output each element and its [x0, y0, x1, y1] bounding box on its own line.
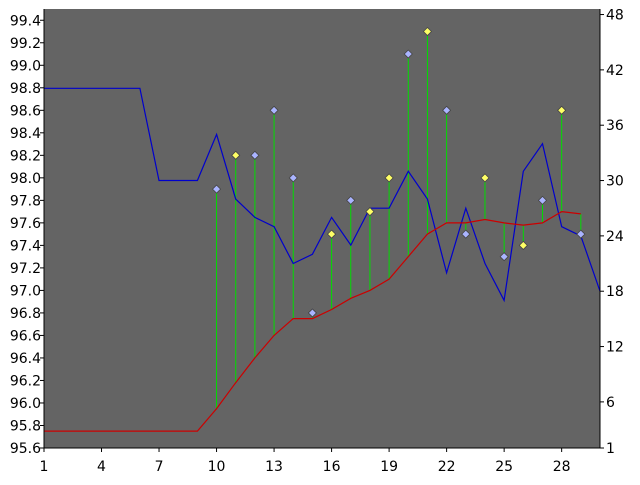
left-tick-label: 98.4 — [10, 126, 41, 142]
left-tick-label: 97.4 — [10, 238, 41, 254]
left-tick-label: 97.8 — [10, 193, 41, 209]
left-tick-label: 96.0 — [10, 396, 41, 412]
data-point — [499, 252, 509, 262]
axes: 95.6 95.8 96.0 96.2 96.4 96.6 96.8 97.0 97.2 97.4… — [10, 8, 624, 475]
left-tick-label: 95.6 — [10, 441, 41, 457]
left-tick-label: 97.2 — [10, 261, 41, 277]
right-tick-label: 36 — [606, 118, 624, 134]
x-tick-label: 4 — [97, 459, 106, 475]
left-tick-label: 96.2 — [10, 373, 41, 389]
left-tick-label: 98.8 — [10, 81, 41, 97]
series-line-blue — [44, 87, 601, 303]
data-point — [384, 173, 394, 183]
markers — [211, 26, 586, 318]
x-tick-label: 13 — [265, 459, 283, 475]
right-tick-label: 6 — [606, 395, 615, 411]
x-tick-label: 16 — [323, 459, 341, 475]
left-tick-label: 99.4 — [10, 13, 41, 29]
drop-lines — [216, 31, 582, 409]
left-tick-label: 96.8 — [10, 306, 41, 322]
right-tick-label: 48 — [606, 8, 624, 24]
data-point — [269, 105, 279, 115]
series-lines — [44, 87, 601, 432]
left-tick-label: 98.2 — [10, 148, 41, 164]
left-tick-label: 98.0 — [10, 171, 41, 187]
series-line-red — [44, 210, 581, 432]
data-point — [346, 195, 356, 205]
x-tick-label: 28 — [553, 459, 571, 475]
data-point — [422, 26, 433, 37]
data-point — [231, 150, 241, 160]
data-point — [480, 173, 490, 183]
right-tick-label: 30 — [606, 174, 624, 190]
data-point — [442, 105, 452, 115]
data-point — [461, 229, 471, 239]
data-point — [307, 308, 317, 318]
right-tick-label: 18 — [606, 284, 624, 300]
right-tick-label: 1 — [606, 441, 615, 457]
left-tick-label: 97.0 — [10, 283, 41, 299]
x-tick-label: 1 — [40, 459, 49, 475]
data-point — [365, 207, 375, 217]
x-tick-label: 7 — [155, 459, 164, 475]
left-tick-label: 98.6 — [10, 103, 41, 119]
x-tick-label: 22 — [438, 459, 456, 475]
right-tick-label: 42 — [606, 63, 624, 79]
data-point — [537, 195, 548, 205]
left-tick-label: 96.6 — [10, 328, 41, 344]
left-tick-label: 99.2 — [10, 36, 41, 52]
left-tick-label: 96.4 — [10, 351, 41, 367]
data-point — [250, 150, 260, 160]
data-point — [518, 240, 528, 250]
plot-area — [44, 9, 600, 448]
x-tick-label: 25 — [495, 459, 513, 475]
left-tick-label: 99.0 — [10, 58, 41, 74]
data-point — [403, 49, 413, 59]
data-point — [211, 184, 222, 194]
left-tick-label: 97.6 — [10, 216, 41, 232]
right-tick-label: 12 — [606, 340, 624, 356]
data-point — [557, 105, 567, 115]
x-tick-label: 10 — [208, 459, 226, 475]
right-tick-label: 24 — [606, 229, 624, 245]
data-point — [327, 229, 337, 239]
x-tick-label: 19 — [380, 459, 398, 475]
data-point — [288, 173, 298, 183]
data-point — [576, 229, 586, 239]
left-tick-label: 95.8 — [10, 418, 41, 434]
